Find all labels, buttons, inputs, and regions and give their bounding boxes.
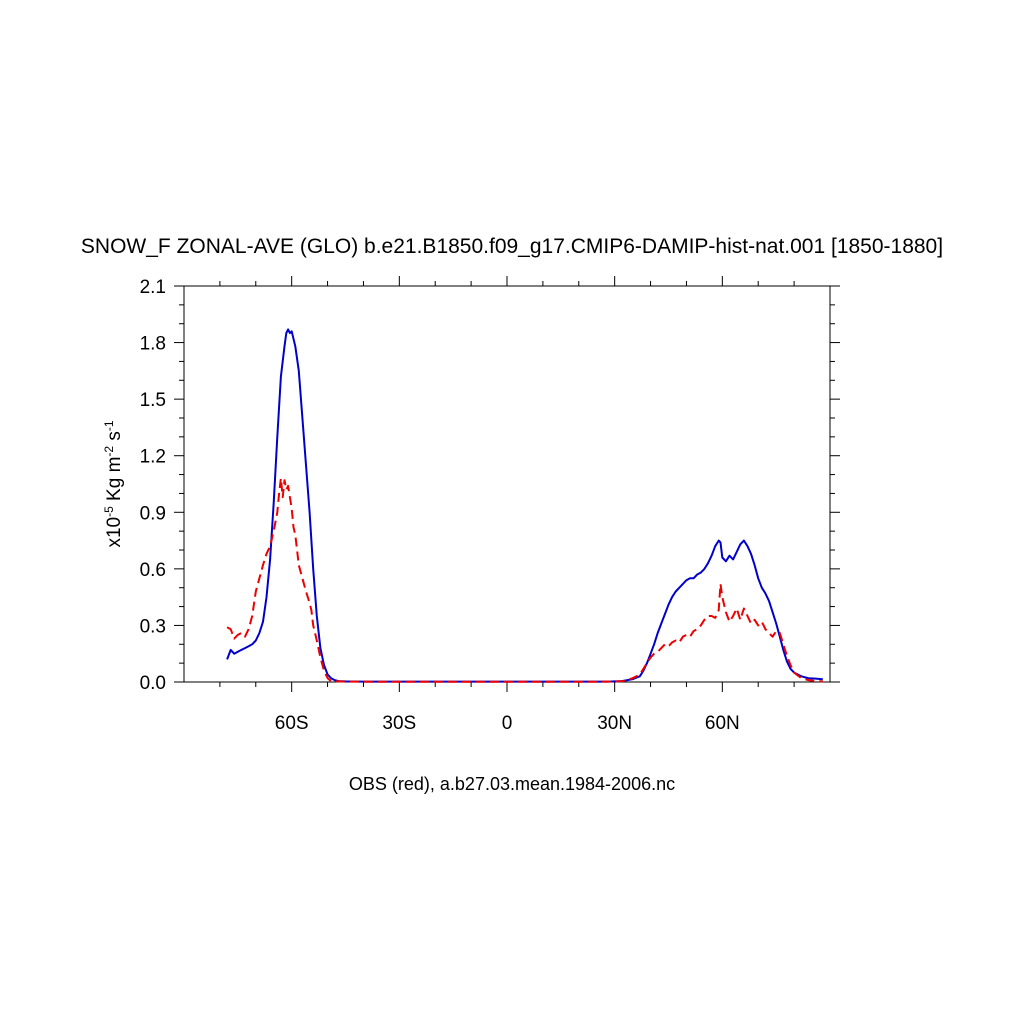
y-axis-label-exponent: -5	[102, 506, 116, 517]
axis-ticks	[174, 276, 840, 692]
y-tick-label: 1.8	[140, 334, 166, 355]
x-tick-label: 30S	[382, 713, 416, 734]
y-axis-label-unit-s: s	[104, 431, 125, 446]
y-axis-label: x10-5 Kg m-2 s-1	[102, 420, 125, 547]
y-axis-label-exponent-m: -2	[102, 446, 116, 457]
x-axis-label: OBS (red), a.b27.03.mean.1984-2006.nc	[349, 774, 675, 794]
series-layer	[226, 328, 823, 683]
axis-tick-labels: 60S 30S 0 30N 60N 0.0 0.3 0.6 0.9 1.2 1.5 1.8 2.1	[140, 277, 740, 734]
y-tick-label: 1.2	[140, 447, 166, 468]
y-tick-label: 0.0	[140, 673, 166, 694]
obs-series-line	[226, 477, 823, 683]
y-tick-label: 1.5	[140, 390, 166, 411]
y-tick-label: 2.1	[140, 277, 166, 298]
y-axis-label-prefix: x10	[104, 517, 125, 548]
model-series-line	[226, 328, 823, 683]
x-tick-label: 60S	[275, 713, 309, 734]
y-tick-label: 0.6	[140, 560, 166, 581]
chart-title: SNOW_F ZONAL-AVE (GLO) b.e21.B1850.f09_g…	[81, 235, 943, 258]
y-tick-label: 0.3	[140, 616, 166, 637]
x-tick-label: 0	[502, 713, 513, 734]
y-axis-label-unit-kg-m: Kg m	[104, 457, 125, 507]
y-axis-label-exponent-s: -1	[102, 420, 116, 431]
y-tick-label: 0.9	[140, 503, 166, 524]
x-tick-label: 60N	[705, 713, 740, 734]
x-tick-label: 30N	[597, 713, 632, 734]
